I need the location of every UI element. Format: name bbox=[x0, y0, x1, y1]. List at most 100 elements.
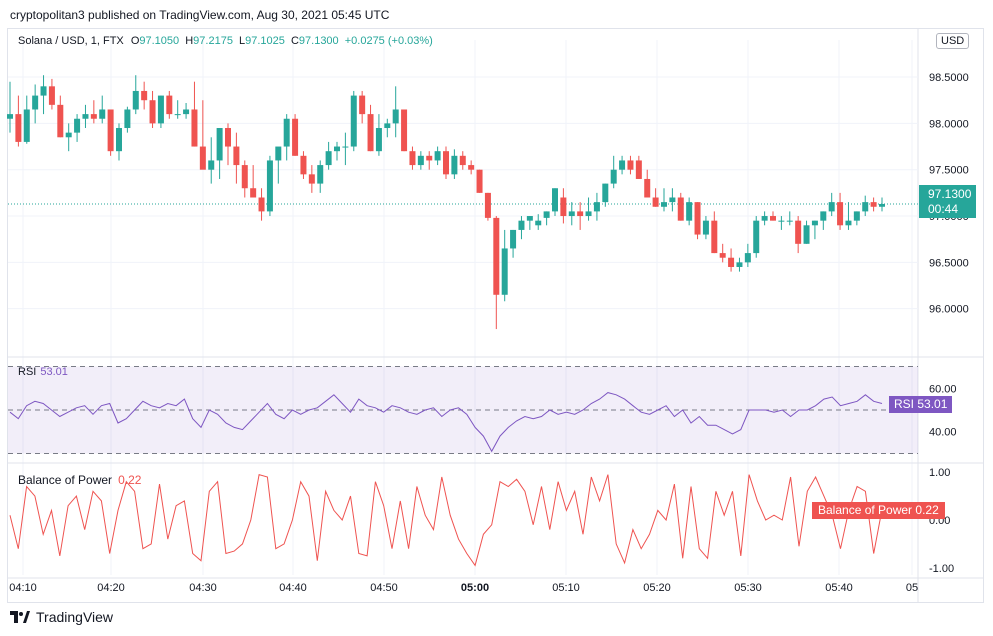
candle-body bbox=[770, 216, 776, 221]
candle-body bbox=[593, 202, 600, 212]
candle-body bbox=[7, 114, 13, 119]
candle-body bbox=[132, 90, 139, 110]
high-key: H bbox=[185, 35, 194, 47]
candle-body bbox=[116, 128, 122, 152]
candle-body bbox=[375, 128, 382, 152]
candle-body bbox=[837, 202, 844, 226]
price-tick-label: 97.5000 bbox=[929, 165, 969, 177]
rsi-line bbox=[9, 392, 883, 453]
time-tick-label: 04:20 bbox=[97, 582, 125, 594]
candle-body bbox=[552, 188, 558, 212]
candle-body bbox=[862, 202, 869, 212]
rsi-legend-name[interactable]: RSI bbox=[18, 366, 37, 378]
candle-body bbox=[602, 183, 609, 203]
rsi-tag-value: 53.01 bbox=[917, 397, 948, 411]
bar-countdown: 00:44 bbox=[928, 202, 959, 216]
candle-body bbox=[275, 146, 282, 161]
candle-body bbox=[258, 197, 265, 212]
price-tick-label: 96.0000 bbox=[929, 304, 969, 316]
candle-body bbox=[208, 160, 215, 170]
candle-body bbox=[74, 118, 81, 133]
candle-body bbox=[65, 132, 72, 138]
candle-body bbox=[199, 146, 206, 170]
currency-button[interactable]: USD bbox=[936, 33, 970, 49]
price-tick-label: 98.0000 bbox=[929, 118, 969, 130]
brand-name: TradingView bbox=[36, 609, 114, 625]
candle-body bbox=[803, 225, 810, 244]
tradingview-logo-icon bbox=[10, 611, 30, 623]
candle-body bbox=[359, 95, 366, 115]
candle-body bbox=[468, 165, 475, 170]
time-tick-label: 05:20 bbox=[643, 582, 671, 594]
candle-body bbox=[443, 151, 449, 175]
bop-tag-value: 0.22 bbox=[915, 503, 939, 517]
candle-body bbox=[635, 160, 642, 179]
candle-body bbox=[610, 169, 617, 184]
symbol-name[interactable]: Solana / USD, 1, FTX bbox=[18, 35, 124, 47]
candle-body bbox=[15, 114, 22, 142]
candle-body bbox=[90, 114, 97, 119]
candle-body bbox=[652, 197, 659, 207]
candle-body bbox=[82, 114, 89, 119]
rsi-legend: RSI 53.01 bbox=[18, 366, 68, 378]
candle-body bbox=[367, 114, 374, 152]
candle-body bbox=[266, 160, 273, 212]
open-key: O bbox=[130, 35, 140, 47]
candle-body bbox=[401, 109, 408, 152]
open-value: 97.1050 bbox=[139, 35, 180, 47]
candle-body bbox=[786, 220, 793, 222]
candle-body bbox=[149, 100, 156, 124]
candle-body bbox=[300, 155, 307, 175]
candle-body bbox=[308, 174, 315, 184]
price-tick-label: 98.5000 bbox=[929, 72, 969, 84]
candle-body bbox=[183, 109, 190, 115]
candle-body bbox=[828, 202, 835, 212]
candle-body bbox=[501, 248, 508, 295]
change-value: +0.0275 (+0.03%) bbox=[344, 35, 433, 47]
time-tick-label: 05:30 bbox=[734, 582, 762, 594]
candle-body bbox=[409, 151, 416, 166]
candle-body bbox=[493, 217, 500, 295]
bop-tag-name: Balance of Power bbox=[818, 503, 913, 517]
bop-legend-name[interactable]: Balance of Power bbox=[18, 473, 113, 487]
rsi-legend-value: 53.01 bbox=[40, 366, 68, 378]
current-price-tag: 97.1300 00:44 bbox=[919, 185, 976, 218]
candle-body bbox=[107, 109, 114, 152]
candle-body bbox=[753, 220, 760, 254]
candle-body bbox=[57, 104, 64, 138]
candle-body bbox=[124, 109, 131, 129]
candle-body bbox=[736, 262, 743, 267]
candle-body bbox=[426, 155, 433, 161]
candle-body bbox=[317, 165, 324, 184]
chart-frame bbox=[7, 28, 984, 603]
candle-body bbox=[744, 253, 751, 263]
candle-body bbox=[719, 253, 726, 258]
candle-body bbox=[334, 146, 340, 152]
rsi-tag-name: RSI bbox=[894, 397, 915, 411]
candle-body bbox=[174, 114, 181, 116]
candle-body bbox=[283, 118, 290, 147]
candle-body bbox=[166, 95, 173, 115]
bop-legend-value: 0.22 bbox=[118, 473, 142, 487]
rsi-tick-label: 40.00 bbox=[929, 427, 957, 439]
candle-body bbox=[677, 197, 684, 221]
close-value: 97.1300 bbox=[298, 35, 339, 47]
publisher-caption: cryptopolitan3 published on TradingView.… bbox=[10, 8, 390, 22]
candle-body bbox=[350, 95, 357, 147]
candle-body bbox=[342, 146, 349, 148]
candle-body bbox=[518, 220, 525, 230]
candle-body bbox=[451, 155, 458, 175]
candle-body bbox=[384, 123, 391, 129]
bop-legend: Balance of Power 0.22 bbox=[18, 473, 141, 487]
current-price-value: 97.1300 bbox=[928, 187, 972, 201]
candle-body bbox=[325, 151, 332, 166]
candle-body bbox=[661, 202, 667, 207]
candle-body bbox=[879, 203, 885, 207]
candle-body bbox=[627, 160, 634, 170]
price-tick-label: 96.5000 bbox=[929, 257, 969, 269]
candle-body bbox=[417, 155, 424, 166]
bop-tick-label: 1.00 bbox=[929, 467, 950, 479]
tradingview-brand[interactable]: TradingView bbox=[10, 609, 113, 625]
low-key: L bbox=[239, 35, 246, 47]
